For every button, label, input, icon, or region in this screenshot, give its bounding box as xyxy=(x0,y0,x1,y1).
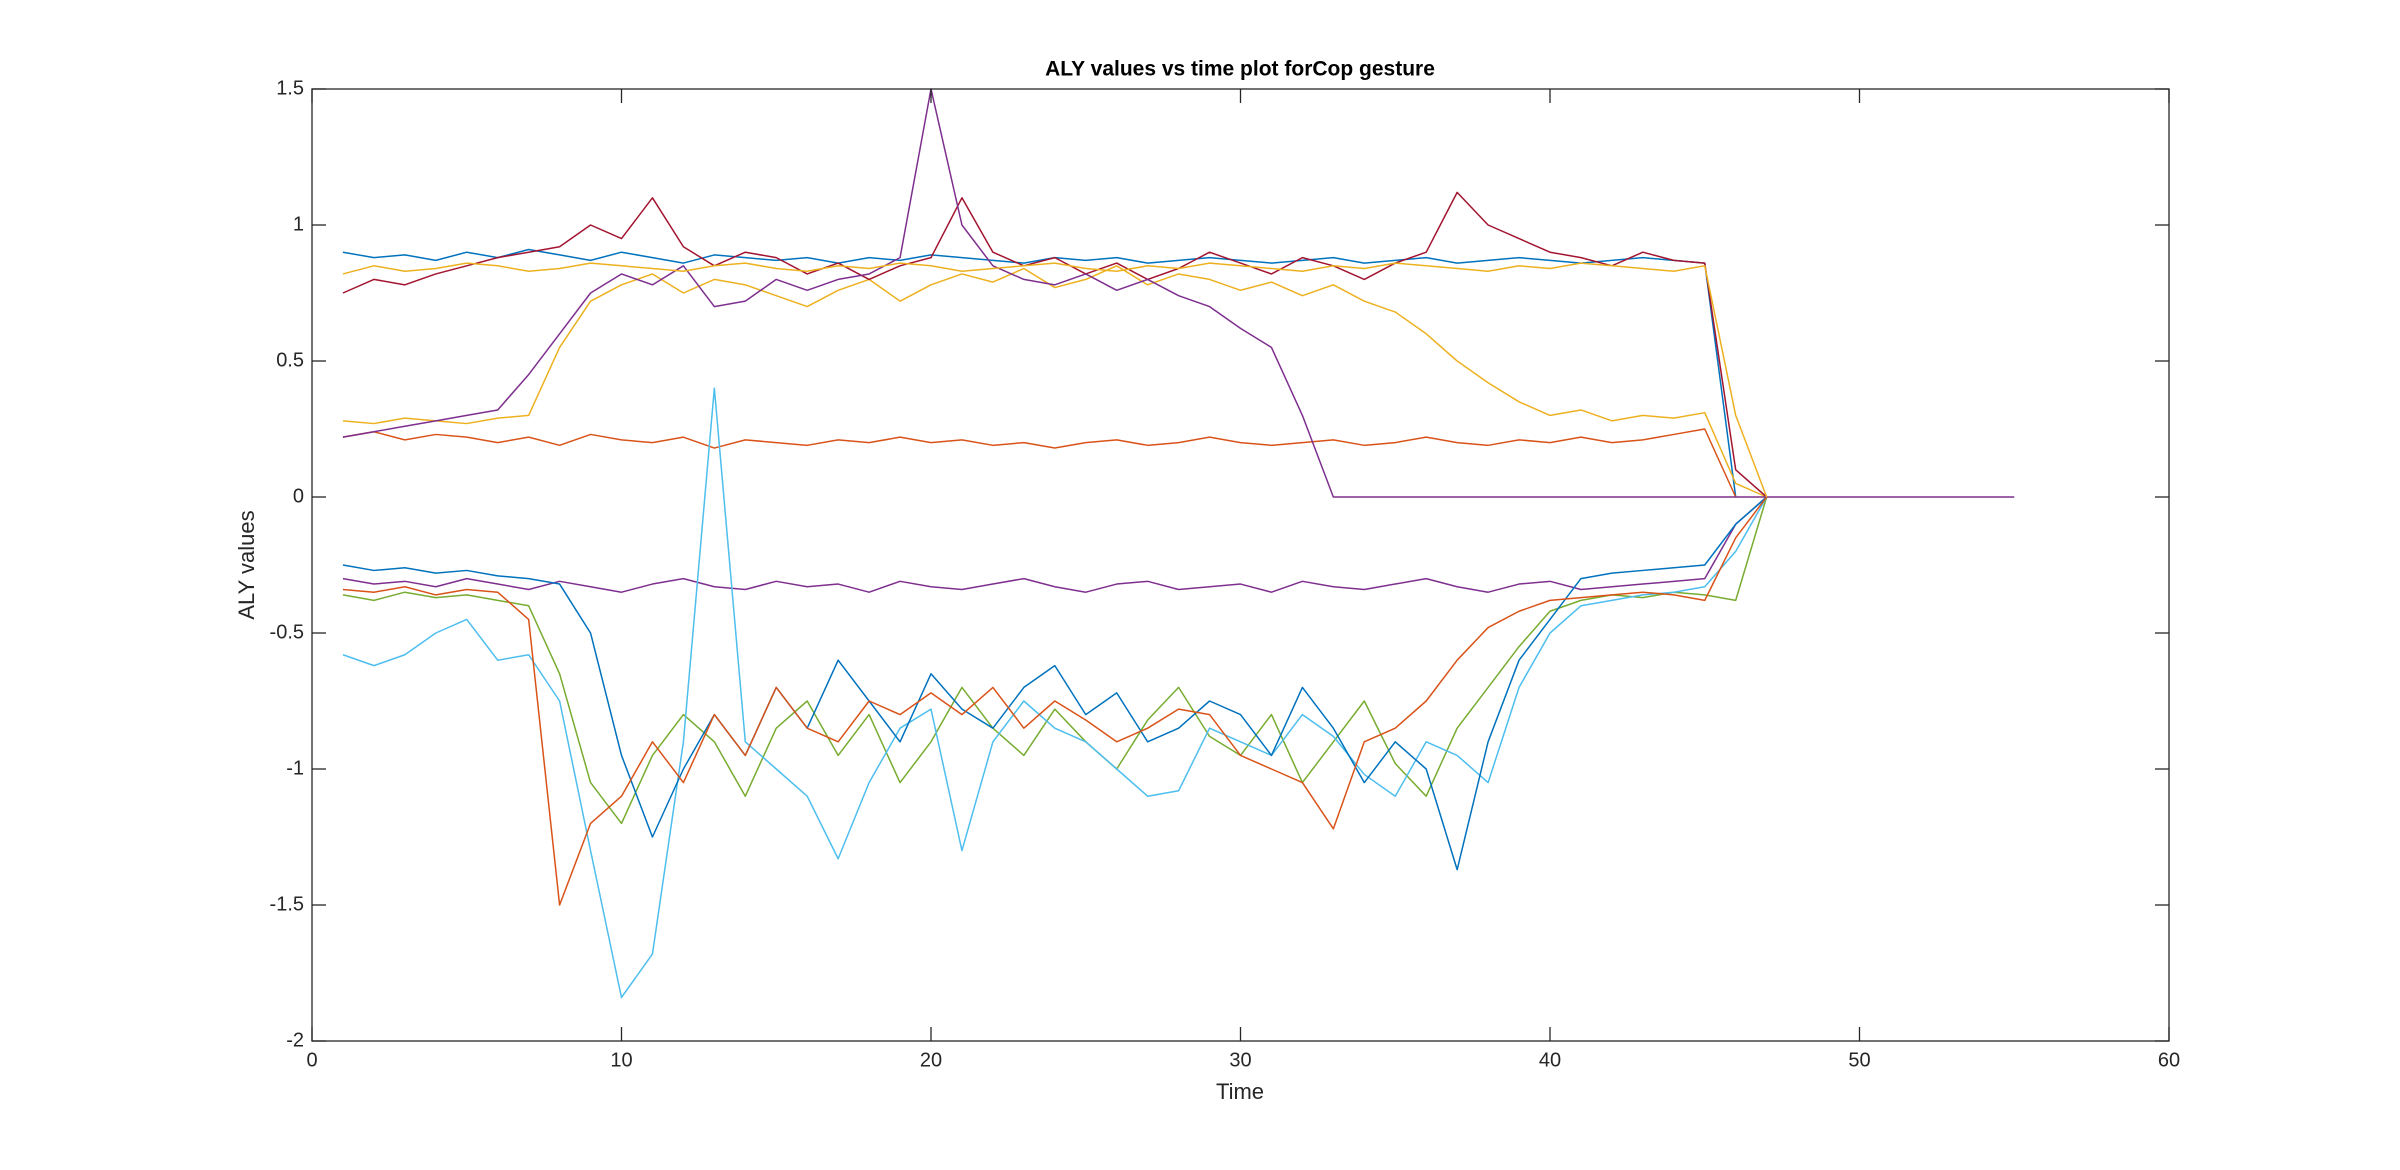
y-tick-label: -2 xyxy=(286,1029,304,1051)
series-line xyxy=(342,387,1768,999)
x-tick-label: 60 xyxy=(2158,1049,2180,1071)
y-tick-label: -0.5 xyxy=(270,621,304,643)
series-line xyxy=(342,265,1767,498)
series-line xyxy=(342,262,1768,498)
y-tick-label: 0.5 xyxy=(276,349,304,371)
x-axis-label: Time xyxy=(1216,1079,1264,1104)
y-tick-label: 1 xyxy=(293,213,304,235)
x-tick-label: 40 xyxy=(1539,1049,1561,1071)
plot-area xyxy=(312,89,2169,1041)
chart-title: ALY values vs time plot forCop gesture xyxy=(1045,58,1435,81)
x-tick-label: 50 xyxy=(1848,1049,1870,1071)
series-line xyxy=(342,428,1737,498)
series-line xyxy=(342,496,1768,871)
x-tick-label: 20 xyxy=(920,1049,942,1071)
series-line xyxy=(342,248,1737,498)
series-line xyxy=(342,496,1768,906)
x-tick-label: 30 xyxy=(1229,1049,1251,1071)
x-tick-label: 0 xyxy=(306,1049,317,1071)
series-line xyxy=(342,496,1768,593)
series-line xyxy=(342,496,1768,825)
y-tick-label: 1.5 xyxy=(276,77,304,99)
y-tick-label: 0 xyxy=(293,485,304,507)
series-group xyxy=(342,88,2015,999)
y-axis-label: ALY values xyxy=(234,510,259,619)
series-line xyxy=(342,88,2015,498)
y-tick-label: -1 xyxy=(286,757,304,779)
y-tick-label: -1.5 xyxy=(270,893,304,915)
series-line xyxy=(342,191,1768,498)
x-tick-label: 10 xyxy=(610,1049,632,1071)
